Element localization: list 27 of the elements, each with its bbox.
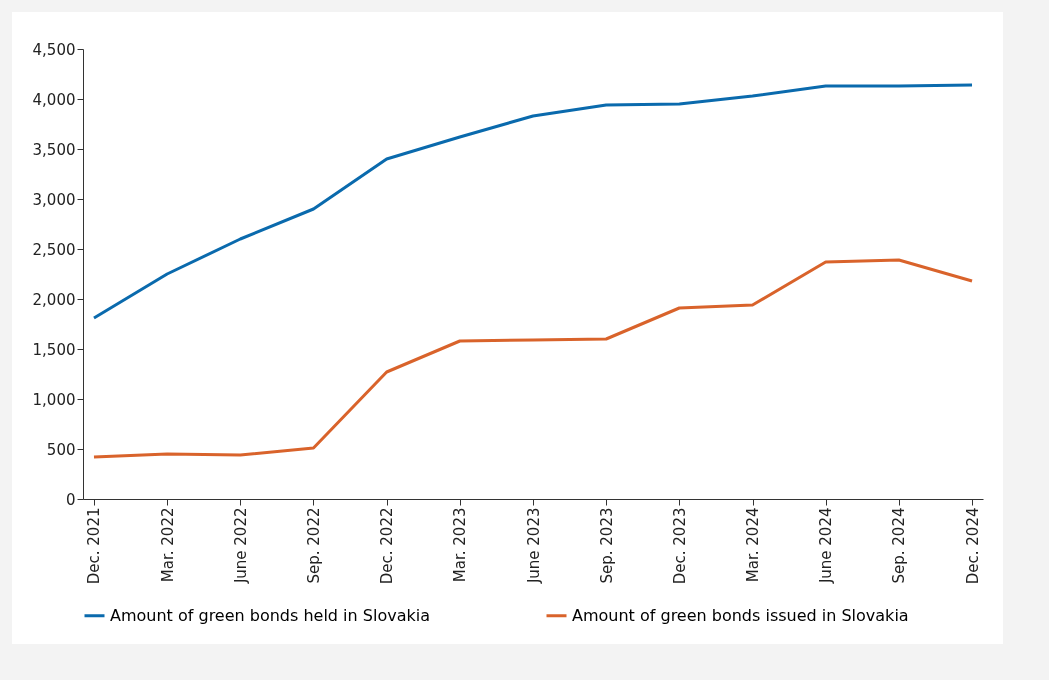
line-series: [92, 83, 974, 320]
x-tick-label: Mar. 2023: [451, 507, 470, 583]
x-tick-label: Mar. 2022: [158, 507, 177, 583]
y-tick-label: 2,000: [32, 290, 76, 309]
x-tick-label: June 2022: [231, 507, 250, 585]
x-tick-label: Sep. 2022: [304, 507, 323, 584]
y-tick-label: 0: [65, 490, 76, 509]
y-tick-label: 2,500: [32, 240, 76, 259]
x-tick-label: Dec. 2023: [670, 507, 689, 585]
y-tick-label: 4,500: [32, 40, 76, 59]
y-tick-label: 500: [46, 440, 76, 459]
x-tick-label: Sep. 2023: [597, 507, 616, 584]
x-tick-label: Sep. 2024: [890, 507, 909, 584]
x-tick-label: Mar. 2024: [744, 507, 763, 583]
y-tick-label: 3,000: [32, 190, 76, 209]
y-tick-label: 1,000: [32, 390, 76, 409]
x-tick-label: Dec. 2021: [85, 507, 104, 585]
y-tick-label: 4,000: [32, 90, 76, 109]
y-tick-label: 3,500: [32, 140, 76, 159]
x-tick-label: June 2024: [817, 507, 836, 585]
x-tick-label: June 2023: [524, 507, 543, 585]
x-tick-label: Dec. 2022: [378, 507, 397, 585]
legend-label: Amount of green bonds issued in Slovakia: [572, 605, 909, 625]
legend-label: Amount of green bonds held in Slovakia: [110, 605, 430, 625]
y-tick-label: 1,500: [32, 340, 76, 359]
line-series: [92, 258, 974, 459]
x-tick-label: Dec. 2024: [963, 507, 982, 585]
